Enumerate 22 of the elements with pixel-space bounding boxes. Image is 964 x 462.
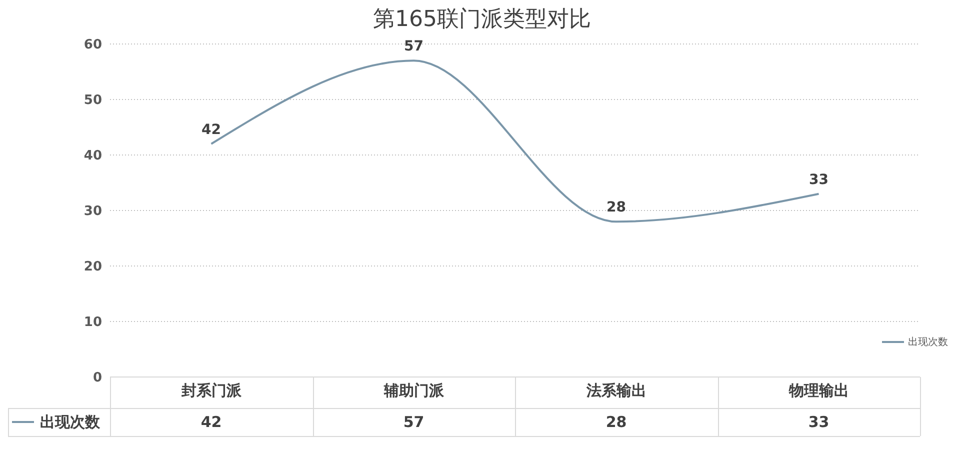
text: 57 <box>402 412 426 433</box>
y-tick-label: 0 <box>92 370 102 386</box>
y-tick-label: 40 <box>84 148 102 164</box>
legend-label: 出现次数 <box>907 336 949 349</box>
chart-title: 第165联门派类型对比 <box>372 6 592 34</box>
text: 33 <box>807 412 830 433</box>
data-label: 57 <box>404 38 424 55</box>
data-label: 33 <box>809 172 828 188</box>
y-tick-label: 20 <box>84 260 102 275</box>
x-tick-label: 法系输出 <box>585 382 646 400</box>
x-tick-label: 辅助门派 <box>382 382 445 400</box>
y-tick-label: 50 <box>84 93 102 108</box>
y-tick-label: 30 <box>84 204 102 220</box>
x-tick-label: 封系门派 <box>180 382 242 400</box>
x-tick-label: 物理输出 <box>788 382 849 400</box>
data-label: 28 <box>606 200 626 216</box>
text: 42 <box>200 412 223 433</box>
text: 出现次数 <box>40 412 100 430</box>
text: 28 <box>604 412 628 433</box>
y-tick-label: 10 <box>84 315 102 330</box>
y-tick-label: 60 <box>84 38 102 53</box>
data-label: 42 <box>202 122 221 138</box>
